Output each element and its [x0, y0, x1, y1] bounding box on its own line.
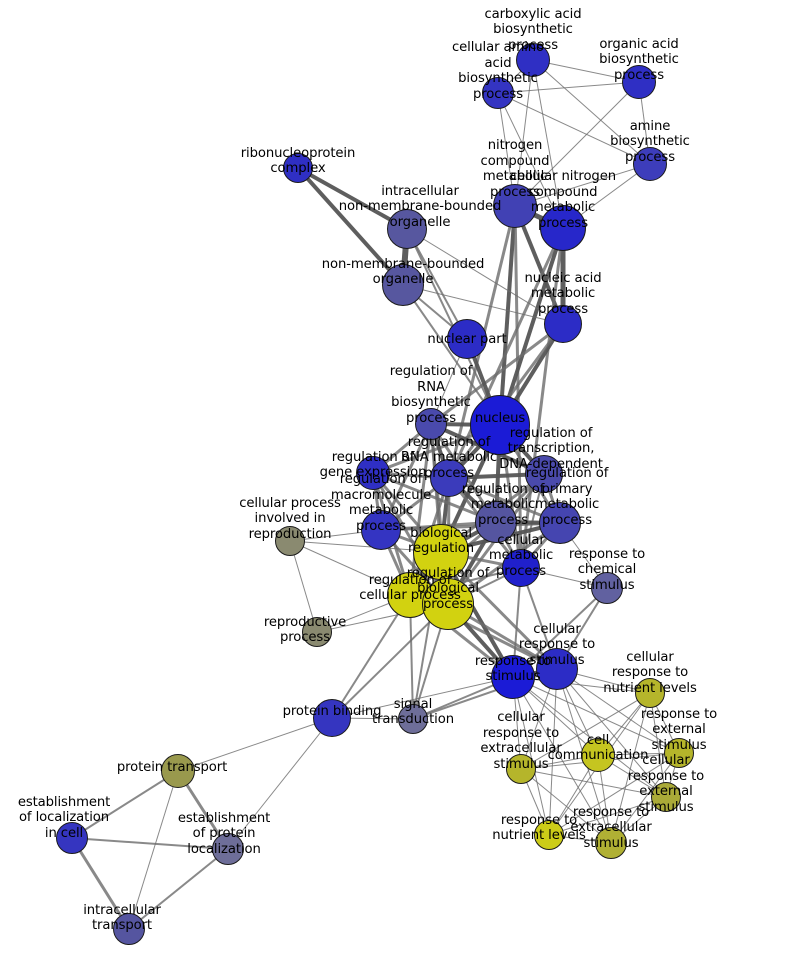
graph-edge — [532, 59, 564, 229]
graph-edge — [548, 752, 680, 836]
graph-edge — [406, 228, 564, 325]
graph-node-reproductive_process[interactable] — [302, 617, 332, 647]
graph-edge — [296, 166, 405, 287]
graph-node-non_membrane_bounded_organelle[interactable] — [382, 264, 424, 306]
graph-node-cellular_nitrogen_compound_metabolic[interactable] — [540, 205, 586, 251]
graph-node-cellular_response_to_stimulus[interactable] — [536, 648, 578, 690]
graph-edge — [331, 676, 514, 719]
graph-node-response_to_stimulus[interactable] — [491, 655, 535, 699]
graph-node-amine_biosynthetic[interactable] — [633, 147, 667, 181]
graph-node-regulation_of_biological_process[interactable] — [422, 578, 474, 630]
graph-node-signal_transduction[interactable] — [398, 704, 428, 734]
graph-node-regulation_of_rna_biosynthetic[interactable] — [415, 408, 447, 440]
graph-edge — [520, 768, 612, 844]
graph-edge — [548, 668, 558, 836]
graph-node-protein_transport[interactable] — [161, 754, 195, 788]
graph-node-regulation_of_macromolecule_metabolic[interactable] — [361, 510, 401, 550]
graph-node-ribonucleoprotein_complex[interactable] — [283, 153, 313, 183]
graph-node-cellular_response_to_nutrient_levels[interactable] — [635, 678, 665, 708]
graph-edge — [498, 205, 517, 426]
graph-edge — [227, 717, 333, 850]
graph-node-cellular_response_to_external_stimulus[interactable] — [651, 782, 681, 812]
graph-node-organic_acid_biosynthetic[interactable] — [622, 65, 656, 99]
graph-edge — [71, 770, 179, 839]
graph-node-response_to_nutrient_levels[interactable] — [534, 820, 564, 850]
graph-node-regulation_of_gene_expression[interactable] — [356, 456, 390, 490]
graph-edge — [402, 284, 564, 325]
graph-node-cellular_response_to_extracellular_stimulus[interactable] — [506, 754, 536, 784]
graph-node-response_to_extracellular_stimulus[interactable] — [595, 827, 627, 859]
graph-edge — [514, 59, 534, 207]
graph-edge — [498, 227, 565, 426]
graph-node-protein_binding[interactable] — [313, 699, 351, 737]
graph-edge — [289, 540, 318, 633]
graph-node-regulation_of_rna_metabolic[interactable] — [430, 459, 468, 497]
graph-node-regulation_of_metabolic_process[interactable] — [475, 501, 517, 543]
graph-edge — [512, 676, 651, 694]
graph-edge — [497, 92, 651, 165]
graph-edge — [610, 752, 680, 844]
graph-node-establishment_of_localization_in_cell[interactable] — [56, 822, 88, 854]
graph-edge — [497, 92, 564, 229]
graph-edge — [548, 796, 667, 836]
graph-edge — [512, 676, 550, 836]
graph-node-intracellular_non_membrane_bounded_organelle[interactable] — [387, 209, 427, 249]
graph-node-nucleus[interactable] — [470, 395, 530, 455]
graph-edge — [497, 81, 640, 94]
graph-edge — [71, 837, 229, 850]
graph-edge — [331, 594, 411, 719]
graph-edge — [514, 81, 640, 207]
graph-node-response_to_external_stimulus[interactable] — [664, 738, 694, 768]
graph-edge — [520, 768, 667, 798]
graph-node-establishment_of_protein_localization[interactable] — [212, 833, 244, 865]
graph-edge — [177, 717, 333, 772]
graph-node-cell_communication[interactable] — [581, 738, 615, 772]
graph-node-response_to_chemical_stimulus[interactable] — [591, 572, 623, 604]
graph-edge — [70, 837, 131, 930]
graph-edge — [532, 59, 640, 83]
graph-edge — [514, 163, 651, 207]
graph-node-cellular_process_involved_in_reproduction[interactable] — [275, 526, 305, 556]
graph-edge — [649, 692, 667, 798]
graph-edge — [520, 692, 651, 770]
graph-node-cellular_metabolic_process[interactable] — [502, 549, 540, 587]
graph-edge — [556, 668, 667, 798]
graph-node-nuclear_part[interactable] — [447, 319, 487, 359]
graph-edge — [512, 676, 612, 844]
graph-node-nitrogen_compound_metabolic[interactable] — [493, 184, 537, 228]
graph-edge — [556, 668, 680, 754]
graph-node-intracellular_transport[interactable] — [113, 913, 145, 945]
graph-node-regulation_of_transcription_dna_dependent[interactable] — [525, 455, 563, 493]
graph-node-nucleic_acid_metabolic[interactable] — [544, 305, 582, 343]
graph-edge — [610, 692, 651, 844]
graph-edge — [128, 770, 179, 930]
graph-node-biological_regulation[interactable] — [413, 524, 469, 580]
graph-edge — [532, 59, 651, 165]
graph-edge — [128, 848, 229, 930]
graph-node-cellular_amino_acid_biosynthetic[interactable] — [482, 77, 514, 109]
graph-node-regulation_of_primary_metabolic[interactable] — [539, 502, 581, 544]
graph-edge — [331, 603, 449, 719]
graph-node-carboxylic_acid_biosynthetic[interactable] — [516, 43, 550, 77]
graph-edge — [430, 322, 564, 426]
